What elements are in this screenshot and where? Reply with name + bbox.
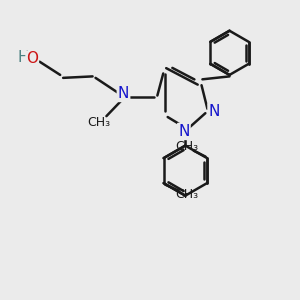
Text: CH₃: CH₃ bbox=[87, 116, 110, 128]
Text: N: N bbox=[208, 104, 220, 119]
Text: H: H bbox=[17, 50, 28, 65]
Text: CH₃: CH₃ bbox=[175, 188, 198, 201]
Text: N: N bbox=[118, 86, 129, 101]
Text: CH₃: CH₃ bbox=[176, 140, 199, 153]
Text: O: O bbox=[26, 51, 38, 66]
Text: N: N bbox=[178, 124, 190, 139]
